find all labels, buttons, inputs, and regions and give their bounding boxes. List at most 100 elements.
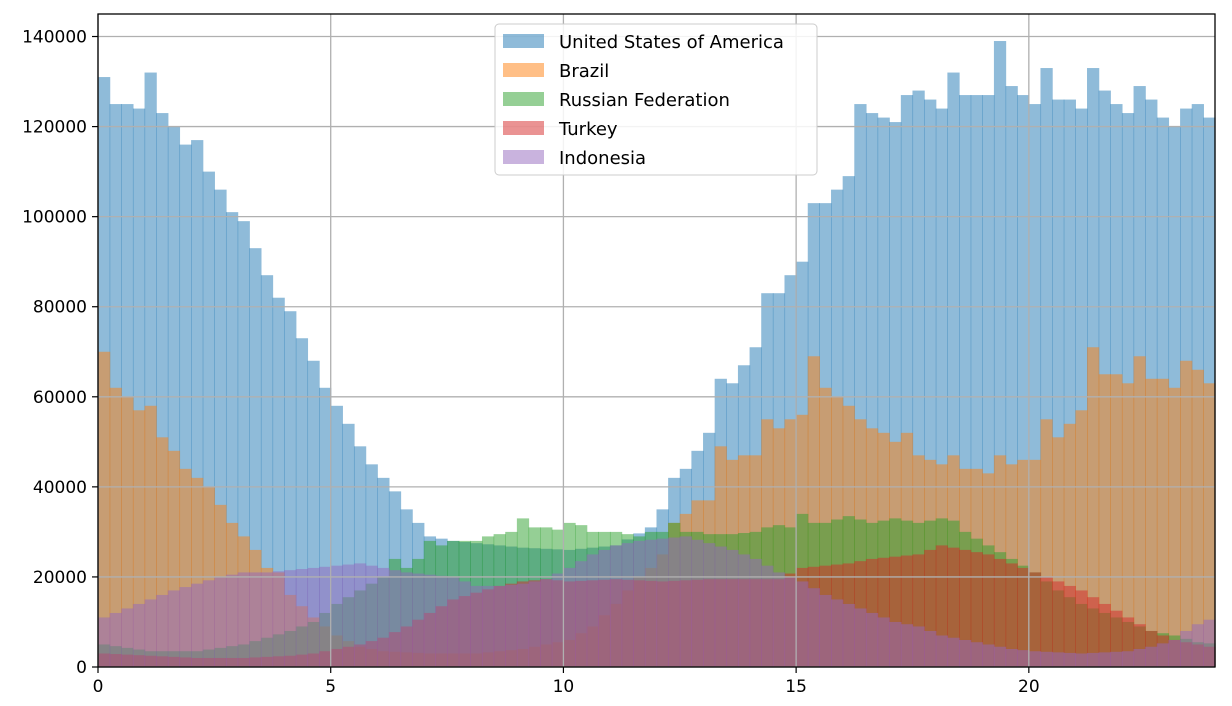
histogram-bar	[1180, 360, 1193, 667]
histogram-bar	[761, 565, 774, 667]
histogram-bar	[772, 572, 786, 667]
histogram-bar	[807, 588, 820, 667]
histogram-bar	[1121, 383, 1135, 667]
histogram-bar	[365, 565, 378, 667]
axes-layer: 0 5 10 15 20 0 20000 40000 60000 80000 100000 12000…	[22, 28, 1040, 697]
histogram-bar	[1052, 581, 1065, 667]
y-tick-label: 140000	[22, 28, 87, 48]
histogram-bar	[1040, 576, 1053, 667]
histogram-bar	[1005, 563, 1018, 667]
histogram-bar	[412, 573, 425, 667]
histogram-bar	[1133, 356, 1146, 667]
histogram-bar	[249, 572, 262, 667]
y-tick-label: 120000	[22, 118, 87, 138]
histogram-bar	[737, 554, 751, 667]
y-tick-label: 80000	[33, 298, 87, 318]
histogram-bar	[423, 574, 437, 667]
histogram-bar	[679, 536, 693, 667]
y-tick-label: 20000	[33, 568, 87, 588]
histogram-bar	[575, 561, 588, 667]
histogram-bar	[156, 594, 169, 667]
histogram-bar	[982, 644, 995, 667]
histogram-bar	[505, 584, 518, 667]
histogram-bar	[1145, 646, 1158, 667]
histogram-bar	[912, 626, 925, 667]
histogram-bar	[493, 585, 506, 667]
histogram-bar	[703, 543, 716, 667]
histogram-bar	[1203, 619, 1216, 667]
histogram-bar	[1203, 383, 1216, 667]
histogram-bar	[295, 569, 309, 667]
histogram-bar	[633, 540, 646, 667]
histogram-bar	[784, 576, 797, 667]
histogram-bar	[726, 549, 739, 667]
histogram-bar	[959, 549, 972, 667]
histogram-bar	[551, 573, 565, 667]
histogram-bar	[749, 558, 762, 667]
histogram-bar	[342, 564, 355, 667]
histogram-bar	[970, 552, 983, 667]
histogram-bar	[563, 567, 576, 667]
histogram-bar	[993, 558, 1007, 667]
histogram-bar	[260, 572, 274, 667]
legend-label: Turkey	[558, 119, 618, 140]
histogram-bar	[1110, 374, 1123, 667]
histogram-bar	[1121, 651, 1135, 667]
histogram-bar	[854, 608, 867, 667]
histogram-bar	[1028, 572, 1042, 667]
histogram-bar	[714, 546, 727, 667]
histogram-bar	[609, 545, 623, 667]
histogram-bar	[98, 617, 111, 667]
histogram-bar	[388, 570, 402, 667]
histogram-bar	[982, 554, 995, 667]
histogram-bar	[831, 599, 844, 667]
histogram-bar	[924, 630, 937, 667]
histogram-bar	[191, 583, 204, 667]
histogram-bar	[481, 585, 495, 667]
x-tick-label: 0	[93, 677, 104, 697]
histogram-bar	[970, 642, 983, 667]
histogram-bar	[1191, 624, 1204, 667]
histogram-bar	[1156, 643, 1170, 667]
y-tick-label: 100000	[22, 208, 87, 228]
histogram-bar	[353, 563, 367, 667]
histogram-bar	[796, 581, 809, 667]
histogram-bar	[447, 576, 460, 667]
y-tick-label: 60000	[33, 388, 87, 408]
histogram-bar	[1075, 653, 1088, 667]
histogram-bar	[528, 581, 541, 667]
legend-label: Brazil	[559, 61, 609, 82]
histogram-bar	[109, 612, 122, 667]
legend-swatch	[503, 150, 544, 164]
histogram-bar	[586, 554, 599, 667]
histogram-bar	[1017, 567, 1030, 667]
legend-label: Indonesia	[559, 148, 646, 169]
histogram-bar	[377, 567, 390, 667]
histogram-bar	[144, 599, 157, 667]
histogram-bar	[1110, 651, 1123, 667]
histogram-bar	[516, 583, 530, 667]
histogram-bar	[1040, 651, 1053, 667]
histogram-bar	[1168, 387, 1181, 667]
histogram-bar	[668, 537, 681, 667]
histogram-bar	[1168, 639, 1181, 667]
histogram-bar	[272, 571, 285, 667]
histogram-bar	[1005, 648, 1018, 667]
histogram-bar	[819, 594, 832, 667]
histogram-bar	[132, 410, 146, 667]
x-tick-label: 5	[325, 677, 336, 697]
histogram-bar	[691, 539, 704, 667]
histogram-bar	[621, 543, 634, 667]
histogram-bar	[132, 603, 146, 667]
histogram-bar	[121, 396, 134, 667]
histogram-bar	[1145, 378, 1158, 667]
x-tick-label: 15	[785, 677, 807, 697]
y-tick-label: 40000	[33, 478, 87, 498]
histogram-bar	[1191, 369, 1204, 667]
histogram-bar	[1087, 652, 1100, 667]
legend: United States of America Brazil Russian Fe…	[494, 23, 818, 176]
histogram-bar	[1087, 597, 1100, 667]
histogram-bar	[865, 612, 879, 667]
histogram-bar	[877, 617, 890, 667]
